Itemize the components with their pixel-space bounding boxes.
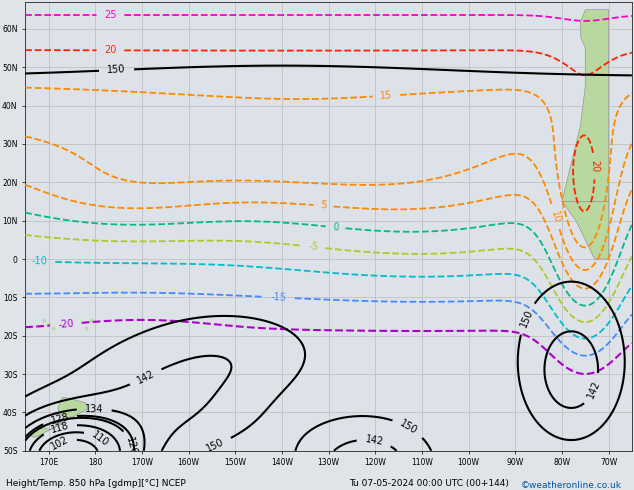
Text: 10: 10 <box>549 209 562 224</box>
Text: 150: 150 <box>205 437 226 454</box>
Text: 15: 15 <box>380 90 393 101</box>
Text: 126: 126 <box>124 437 138 457</box>
Polygon shape <box>58 397 88 418</box>
Text: 150: 150 <box>518 308 534 329</box>
Text: 20: 20 <box>104 45 117 55</box>
Text: 128: 128 <box>49 412 70 426</box>
Text: 102: 102 <box>49 435 70 452</box>
Text: 142: 142 <box>135 368 156 386</box>
Text: 134: 134 <box>85 404 103 414</box>
Text: -15: -15 <box>271 292 287 303</box>
Polygon shape <box>30 422 65 438</box>
Text: -20: -20 <box>58 318 74 330</box>
Text: 0: 0 <box>332 222 339 233</box>
Polygon shape <box>562 10 609 201</box>
Text: -5: -5 <box>308 242 319 252</box>
Text: 142: 142 <box>586 379 602 400</box>
Text: 110: 110 <box>90 429 111 448</box>
Polygon shape <box>562 201 609 259</box>
Text: 150: 150 <box>107 65 126 75</box>
Text: 20: 20 <box>589 160 600 172</box>
Text: 25: 25 <box>104 10 117 20</box>
Text: ©weatheronline.co.uk: ©weatheronline.co.uk <box>521 481 621 490</box>
Text: Height/Temp. 850 hPa [gdmp][°C] NCEP: Height/Temp. 850 hPa [gdmp][°C] NCEP <box>6 479 186 488</box>
Text: 118: 118 <box>49 420 70 435</box>
Text: 5: 5 <box>320 200 327 211</box>
Text: 150: 150 <box>398 418 419 437</box>
Text: Tu 07-05-2024 00:00 UTC (00+144): Tu 07-05-2024 00:00 UTC (00+144) <box>349 479 508 488</box>
Text: -10: -10 <box>32 256 48 267</box>
Text: 142: 142 <box>365 434 384 447</box>
